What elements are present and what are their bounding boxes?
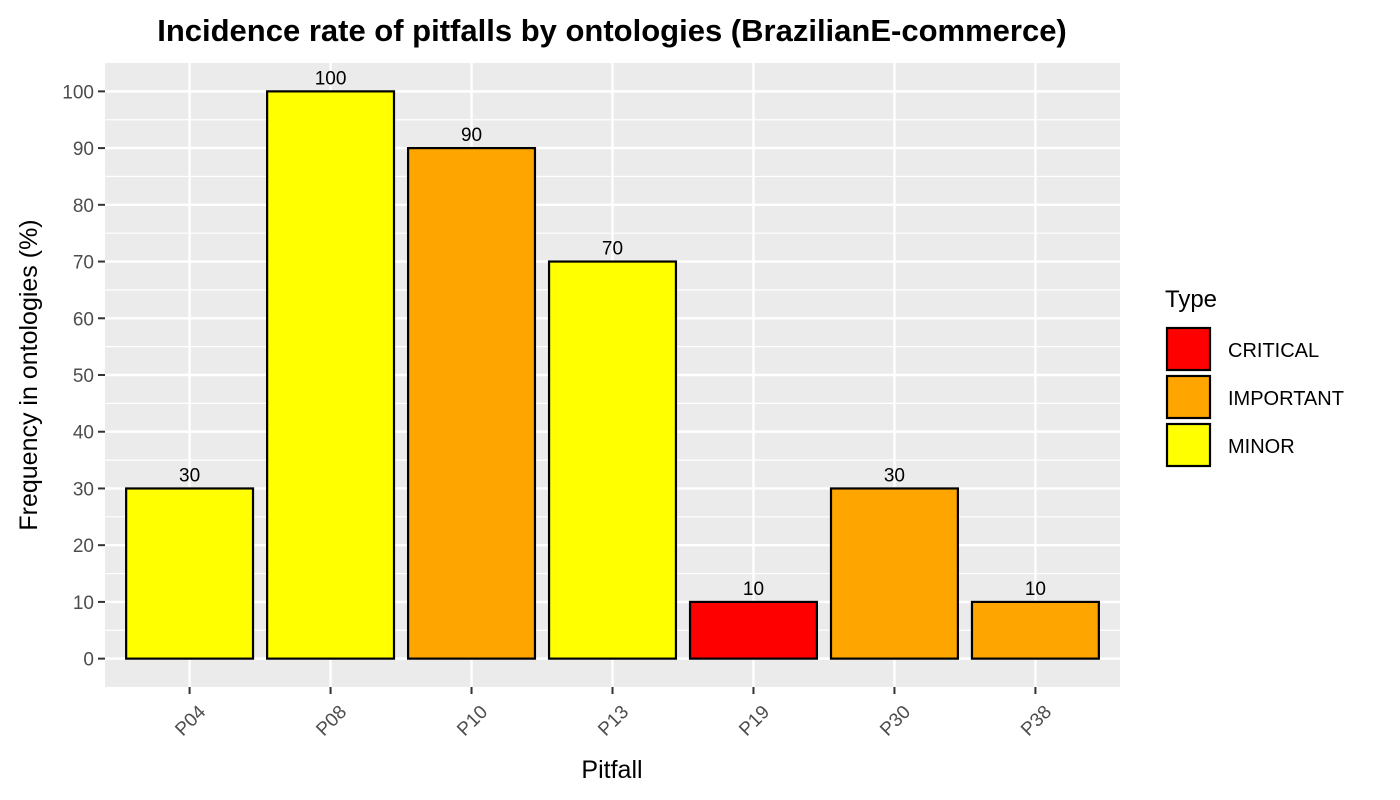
legend-label-important: IMPORTANT	[1228, 388, 1344, 410]
x-tick-label: P10	[453, 702, 492, 741]
data-label-p10: 90	[461, 125, 482, 146]
x-tick-label: P04	[171, 701, 210, 740]
legend-label-minor: MINOR	[1228, 436, 1295, 458]
y-tick-label: 0	[83, 650, 94, 671]
x-tick-label: P08	[312, 702, 351, 741]
y-tick-label: 70	[73, 253, 94, 274]
legend-title: Type	[1165, 286, 1217, 313]
chart-title: Incidence rate of pitfalls by ontologies…	[157, 13, 1067, 48]
legend: Type CRITICAL IMPORTANT MINOR	[1165, 286, 1344, 468]
y-tick-label: 100	[62, 82, 94, 103]
x-tick-label: P19	[735, 702, 774, 741]
bar-p19	[688, 600, 819, 660]
data-label-p13: 70	[602, 239, 623, 260]
legend-key-minor	[1165, 422, 1212, 468]
bars	[125, 90, 1100, 660]
bar-p04	[125, 487, 255, 660]
legend-key-critical	[1165, 326, 1212, 372]
bar-p30	[829, 487, 959, 660]
legend-label-critical: CRITICAL	[1228, 340, 1319, 362]
y-tick-label: 20	[73, 536, 94, 557]
y-tick-label: 60	[73, 309, 94, 330]
y-tick-label: 30	[73, 479, 94, 500]
data-label-p08: 100	[315, 68, 347, 89]
bar-p13	[547, 260, 678, 660]
legend-key-important	[1165, 374, 1212, 420]
bar-p08	[266, 90, 396, 660]
x-axis-title: Pitfall	[581, 756, 642, 784]
data-label-p19: 10	[743, 579, 764, 600]
y-tick-label: 40	[73, 423, 94, 444]
bar-p38	[970, 600, 1100, 660]
y-axis-title: Frequency in ontologies (%)	[15, 219, 43, 530]
x-tick-label: P38	[1017, 702, 1056, 741]
y-tick-label: 10	[73, 593, 94, 614]
y-tick-label: 80	[73, 196, 94, 217]
y-axis: 0 10 20 30 40 50 60 70 80 90 100	[62, 82, 105, 671]
x-axis: P04 P08 P10 P13 P19 P30 P38	[171, 687, 1056, 740]
bar-p10	[406, 146, 537, 660]
y-tick-label: 50	[73, 366, 94, 387]
y-tick-label: 90	[73, 139, 94, 160]
x-tick-label: P30	[876, 702, 915, 741]
data-label-p38: 10	[1025, 579, 1046, 600]
data-label-p04: 30	[179, 465, 200, 486]
x-tick-label: P13	[594, 702, 633, 741]
data-labels: 30 100 90 70 10 30 10	[179, 68, 1046, 600]
data-label-p30: 30	[884, 465, 905, 486]
